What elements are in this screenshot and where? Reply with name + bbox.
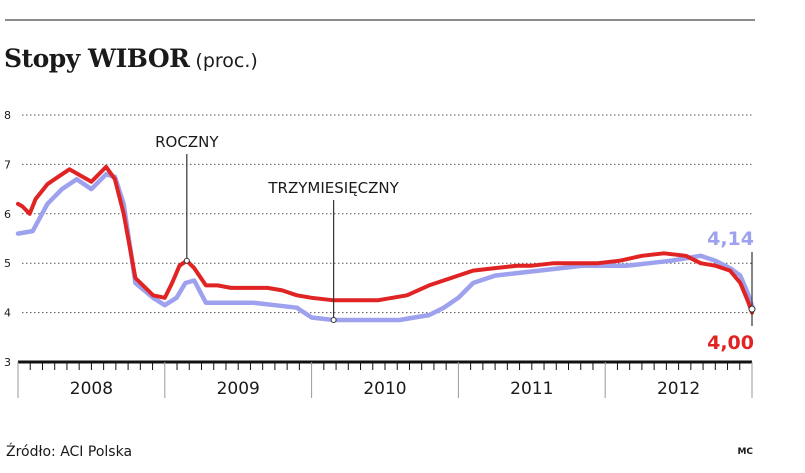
x-year-label-2012: 2012 [657, 379, 700, 399]
y-tick-label-8: 8 [4, 109, 11, 122]
top-rule [5, 19, 755, 21]
end-point [748, 305, 756, 313]
y-tick-label-3: 3 [4, 356, 11, 369]
chart-title: Stopy WIBOR [4, 44, 190, 73]
y-tick-label-6: 6 [4, 208, 11, 221]
annotation-label: TRZYMIESIĘCZNY [267, 179, 399, 197]
source-note: Źródło: ACI Polska [6, 444, 133, 460]
y-tick-label-4: 4 [4, 307, 11, 320]
author-credit: MC [737, 447, 753, 457]
chart-title-block: Stopy WIBOR (proc.) [4, 44, 258, 73]
chart-subtitle: (proc.) [195, 50, 258, 72]
x-year-label-2008: 2008 [70, 379, 113, 399]
x-year-label-2009: 2009 [217, 379, 260, 399]
y-tick-label-7: 7 [4, 158, 11, 171]
annotation-point [330, 317, 337, 324]
end-value-label: 4,00 [707, 332, 754, 354]
series-line-roczny [16, 164, 754, 315]
annotation-label: ROCZNY [155, 133, 219, 151]
end-value-label: 4,14 [707, 228, 754, 250]
x-year-label-2010: 2010 [363, 379, 406, 399]
x-year-label-2011: 2011 [510, 379, 553, 399]
y-tick-label-5: 5 [4, 257, 11, 270]
annotation-point [183, 257, 190, 264]
